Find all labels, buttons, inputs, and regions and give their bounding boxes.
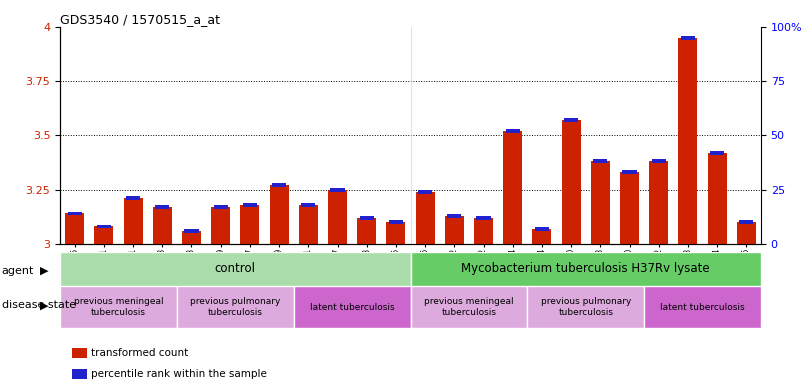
Bar [447,214,461,218]
Bar [123,198,143,244]
Bar [97,225,111,228]
Bar [270,185,288,244]
Bar [477,216,491,220]
Bar [240,205,260,244]
Bar [153,207,171,244]
Bar [564,118,578,122]
Text: Mycobacterium tuberculosis H37Rv lysate: Mycobacterium tuberculosis H37Rv lysate [461,262,710,275]
Bar [503,131,522,244]
Bar [357,218,376,244]
Bar [299,205,318,244]
Bar [330,188,344,192]
Bar [681,36,695,40]
Bar [294,286,410,328]
Bar [177,286,294,328]
Text: control: control [215,262,256,275]
Bar [410,286,527,328]
Text: previous meningeal
tuberculosis: previous meningeal tuberculosis [74,298,163,317]
Bar [155,205,169,209]
Bar [388,220,403,224]
Text: previous meningeal
tuberculosis: previous meningeal tuberculosis [424,298,513,317]
Bar [533,228,551,244]
Bar [360,216,374,220]
Bar [445,216,464,244]
Bar [301,203,316,207]
Text: previous pulmonary
tuberculosis: previous pulmonary tuberculosis [190,298,280,317]
Bar [65,214,84,244]
Bar [416,192,435,244]
Bar [622,170,637,174]
Bar [328,190,347,244]
Bar [678,38,698,244]
Bar [95,227,114,244]
Bar [652,159,666,163]
Text: latent tuberculosis: latent tuberculosis [310,303,394,312]
Bar [527,286,644,328]
Bar [710,151,724,155]
Bar [707,153,727,244]
Bar [272,183,286,187]
Bar [126,196,140,200]
Bar [214,205,227,209]
Bar [650,161,668,244]
Text: disease state: disease state [2,300,76,310]
Bar [737,222,756,244]
Bar [739,220,754,224]
Bar [562,120,581,244]
Text: GDS3540 / 1570515_a_at: GDS3540 / 1570515_a_at [60,13,220,26]
Bar [594,159,607,163]
Bar [67,212,82,215]
Bar [644,286,761,328]
Bar [418,190,433,194]
Bar [535,227,549,231]
Bar [182,231,201,244]
Bar [386,222,405,244]
Bar [60,252,410,286]
Bar [243,203,257,207]
Text: transformed count: transformed count [91,348,188,358]
Text: ▶: ▶ [40,266,48,276]
Bar [474,218,493,244]
Text: percentile rank within the sample: percentile rank within the sample [91,369,268,379]
Bar [184,229,199,233]
Bar [60,286,177,328]
Bar [211,207,230,244]
Bar [410,252,761,286]
Bar [505,129,520,133]
Bar [591,161,610,244]
Text: ▶: ▶ [40,300,48,310]
Text: agent: agent [2,266,34,276]
Bar [620,172,639,244]
Text: previous pulmonary
tuberculosis: previous pulmonary tuberculosis [541,298,631,317]
Text: latent tuberculosis: latent tuberculosis [660,303,745,312]
